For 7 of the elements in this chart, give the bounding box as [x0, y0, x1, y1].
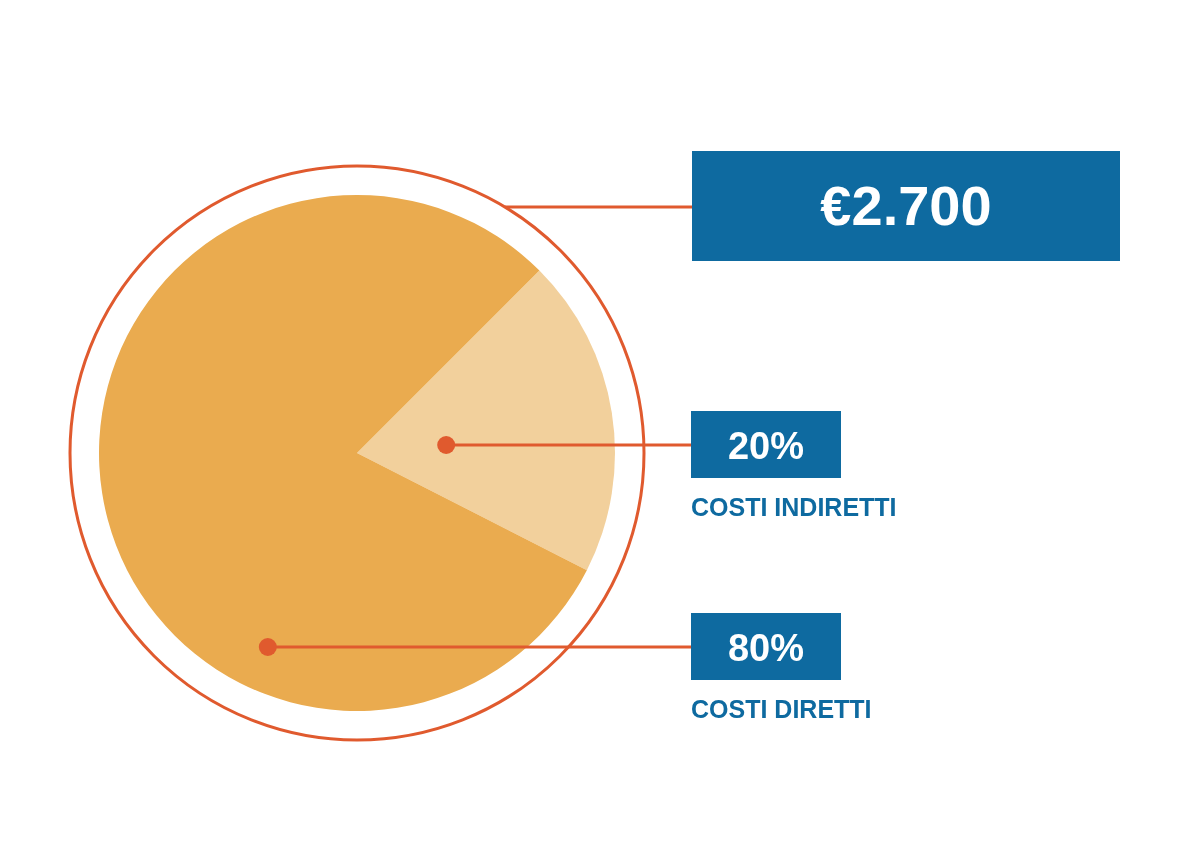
data-label: 80%	[727, 627, 805, 669]
slice-label: COSTI INDIRETTI	[691, 493, 897, 521]
text: €2.700	[820, 174, 992, 237]
slice-label: COSTI DIRETTI	[691, 695, 872, 723]
data-label: 20%	[727, 425, 805, 467]
pie-slice	[99, 195, 587, 711]
pie-slice	[357, 270, 615, 571]
